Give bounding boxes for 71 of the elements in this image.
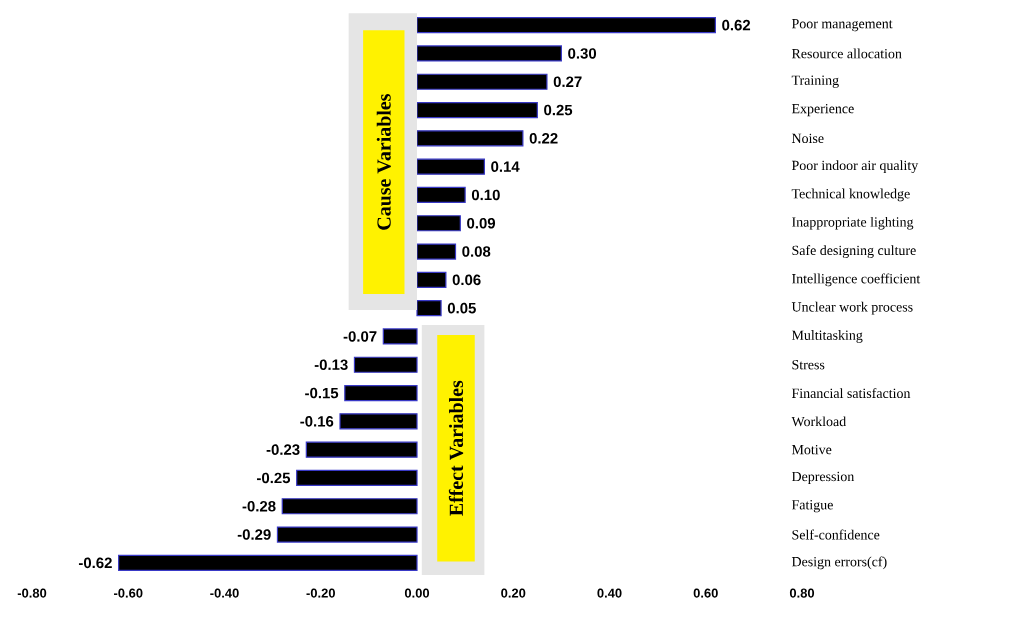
bar <box>118 554 418 571</box>
data-label: 0.30 <box>568 48 597 59</box>
data-label: 0.10 <box>471 189 500 201</box>
y-tick-label: Unclear work process <box>791 301 913 315</box>
data-label: 0.05 <box>447 302 476 314</box>
y-tick-label: Multitasking <box>791 330 863 343</box>
annotation: Cause Variables <box>376 94 391 230</box>
data-label: -0.07 <box>343 331 377 342</box>
data-label: -0.62 <box>78 557 112 569</box>
data-label: -0.13 <box>314 359 348 371</box>
x-tick-label: -0.40 <box>210 588 239 598</box>
y-tick-label: Training <box>791 75 839 88</box>
data-label: 0.25 <box>544 104 573 116</box>
data-label: -0.23 <box>266 444 300 455</box>
y-tick-label: Stress <box>792 360 825 370</box>
data-label: 0.22 <box>529 133 558 144</box>
data-label: 0.27 <box>553 76 582 88</box>
y-tick-label: Financial satisfaction <box>791 388 911 399</box>
data-label: -0.28 <box>242 500 276 512</box>
y-tick-label: Intelligence coefficient <box>792 273 921 287</box>
bar <box>296 469 418 487</box>
data-label: 0.14 <box>491 161 520 172</box>
x-tick-label: -0.60 <box>114 588 143 598</box>
bar <box>382 328 418 345</box>
bar <box>353 356 418 373</box>
bar <box>305 441 418 458</box>
y-tick-label: Fatigue <box>791 500 833 513</box>
bar <box>416 158 485 175</box>
data-label: 0.62 <box>722 19 751 31</box>
x-tick-label: 0.40 <box>597 588 622 598</box>
x-tick-label: 0.80 <box>789 588 815 598</box>
data-label: 0.09 <box>467 217 496 229</box>
data-label: -0.29 <box>237 529 271 540</box>
annotation: Effect Variables <box>448 380 464 516</box>
data-label: -0.16 <box>300 416 334 427</box>
bar <box>344 384 418 402</box>
bar <box>416 45 562 62</box>
y-tick-label: Depression <box>791 471 855 485</box>
bar <box>281 498 418 515</box>
data-label: 0.08 <box>462 246 491 257</box>
data-label: -0.25 <box>257 472 291 484</box>
y-tick-label: Poor indoor air quality <box>791 160 919 173</box>
x-tick-label: -0.80 <box>17 588 47 598</box>
bar <box>416 243 457 260</box>
bar <box>276 526 418 543</box>
y-tick-label: Noise <box>791 133 824 144</box>
y-tick-label: Technical knowledge <box>791 188 910 202</box>
x-tick-label: 0.60 <box>693 588 718 598</box>
data-label: 0.06 <box>452 274 481 286</box>
data-label: -0.15 <box>305 387 339 399</box>
bar <box>339 413 418 430</box>
bar <box>416 73 548 90</box>
y-tick-label: Self-confidence <box>792 529 880 540</box>
bar <box>416 130 524 147</box>
bar <box>416 271 447 288</box>
y-tick-label: Inappropriate lighting <box>792 216 914 230</box>
x-tick-label: 0.20 <box>501 588 526 598</box>
y-tick-label: Safe designing culture <box>792 245 916 258</box>
bar <box>416 17 716 34</box>
bar <box>416 101 538 119</box>
x-tick-label: -0.20 <box>306 588 335 598</box>
bar <box>416 215 461 232</box>
y-tick-label: Motive <box>791 444 832 455</box>
y-tick-label: Poor management <box>791 19 893 32</box>
y-tick-label: Design errors(cf) <box>791 556 887 570</box>
bar <box>416 300 442 317</box>
bar <box>416 186 466 204</box>
y-tick-label: Workload <box>791 416 847 427</box>
y-tick-label: Resource allocation <box>791 48 902 59</box>
x-tick-label: 0.00 <box>404 588 430 598</box>
y-tick-label: Experience <box>791 103 854 117</box>
